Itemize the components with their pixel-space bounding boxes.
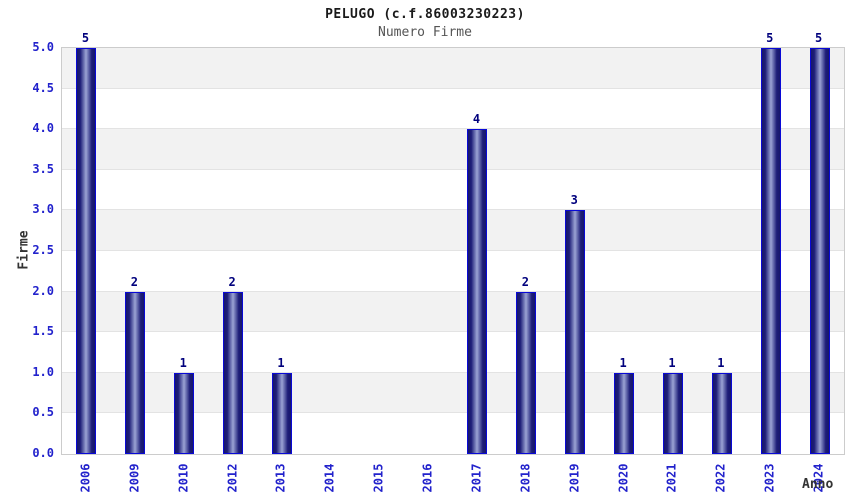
gridline [62, 371, 844, 373]
plot-band [62, 251, 844, 292]
x-tick-label: 2020 [616, 463, 631, 493]
x-tick-label: 2014 [322, 463, 337, 493]
bar-value-label: 2 [130, 274, 138, 289]
gridline [62, 128, 844, 130]
x-tick-label: 2019 [567, 463, 582, 493]
bar-2022 [711, 372, 732, 454]
bar-2024 [809, 48, 830, 454]
plot-band [62, 332, 844, 373]
plot-band [62, 88, 844, 130]
x-tick-label: 2010 [176, 463, 191, 493]
y-tick-label: 0.0 [32, 446, 54, 460]
x-tick-label: 2022 [713, 463, 728, 493]
x-tick-label: 2015 [371, 463, 386, 493]
plot-band [62, 169, 844, 211]
y-axis-title: Firme [16, 230, 32, 270]
bar-2009 [125, 291, 146, 454]
bar-2017 [467, 129, 488, 454]
bar-value-label: 2 [521, 274, 529, 289]
bar-value-label: 2 [228, 274, 236, 289]
bar-2013 [271, 372, 292, 454]
bar-2006 [76, 48, 97, 454]
gridline [62, 250, 844, 251]
chart-title: PELUGO (c.f.86003230223) [325, 7, 525, 22]
x-tick-label: 2021 [664, 463, 679, 493]
y-tick-label: 4.0 [32, 121, 54, 136]
y-tick-label: 3.0 [32, 202, 54, 217]
bar-value-label: 3 [570, 193, 578, 208]
plot-band [62, 129, 844, 170]
x-tick-label: 2023 [762, 463, 777, 493]
plot-area [61, 47, 845, 455]
x-tick-label: 2009 [127, 463, 142, 493]
gridline [62, 87, 844, 89]
bar-value-label: 1 [277, 355, 285, 370]
y-tick-label: 0.5 [32, 405, 54, 420]
bar-2018 [516, 291, 537, 454]
bar-value-label: 5 [766, 31, 774, 45]
bar-value-label: 5 [81, 31, 90, 45]
gridline [62, 209, 844, 211]
y-tick-label: 4.5 [32, 80, 54, 95]
y-tick-label: 1.5 [32, 324, 54, 339]
plot-band [62, 48, 844, 89]
bar-value-label: 1 [619, 355, 627, 370]
x-tick-label: 2006 [78, 463, 93, 493]
x-tick-label: 2013 [273, 463, 288, 493]
plot-band [62, 291, 844, 333]
x-tick-label: 2012 [225, 463, 240, 493]
x-tick-label: 2017 [469, 463, 484, 493]
y-tick-label: 2.5 [32, 243, 54, 257]
bar-value-label: 1 [179, 355, 187, 370]
bar-2012 [223, 291, 244, 454]
bar-value-label: 1 [668, 355, 676, 370]
gridline [62, 290, 844, 292]
x-tick-label: 2018 [518, 463, 533, 493]
bar-value-label: 5 [814, 31, 823, 45]
plot-band [62, 210, 844, 251]
x-axis-title: Anno [802, 477, 834, 492]
y-tick-label: 2.0 [32, 283, 54, 298]
x-tick-label: 2016 [420, 463, 435, 493]
y-tick-label: 3.5 [32, 161, 54, 176]
chart-subtitle: Numero Firme [378, 25, 472, 40]
y-tick-label: 5.0 [32, 40, 54, 54]
bar-2020 [614, 372, 635, 454]
bar-2021 [662, 372, 683, 454]
gridline [62, 168, 844, 170]
y-tick-label: 1.0 [32, 364, 54, 379]
bar-value-label: 4 [472, 112, 481, 127]
bar-2023 [760, 48, 781, 454]
gridline [62, 412, 844, 414]
bar-2010 [174, 372, 195, 454]
bar-value-label: 1 [717, 355, 725, 370]
gridline [62, 331, 844, 333]
bar-2019 [565, 210, 586, 454]
